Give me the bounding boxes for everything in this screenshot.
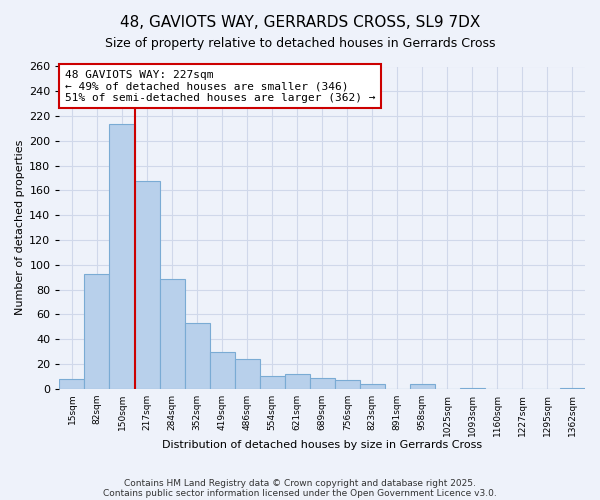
Text: 48 GAVIOTS WAY: 227sqm
← 49% of detached houses are smaller (346)
51% of semi-de: 48 GAVIOTS WAY: 227sqm ← 49% of detached… bbox=[65, 70, 375, 103]
X-axis label: Distribution of detached houses by size in Gerrards Cross: Distribution of detached houses by size … bbox=[162, 440, 482, 450]
Bar bbox=[109, 124, 134, 389]
Bar bbox=[85, 274, 109, 389]
Bar bbox=[260, 376, 284, 389]
Bar bbox=[160, 278, 185, 389]
Bar bbox=[209, 352, 235, 389]
Bar bbox=[410, 384, 435, 389]
Bar bbox=[59, 379, 85, 389]
Bar bbox=[360, 384, 385, 389]
Bar bbox=[335, 380, 360, 389]
Bar bbox=[284, 374, 310, 389]
Bar bbox=[235, 359, 260, 389]
Bar bbox=[560, 388, 585, 389]
Text: 48, GAVIOTS WAY, GERRARDS CROSS, SL9 7DX: 48, GAVIOTS WAY, GERRARDS CROSS, SL9 7DX bbox=[120, 15, 480, 30]
Bar bbox=[134, 180, 160, 389]
Bar bbox=[460, 388, 485, 389]
Y-axis label: Number of detached properties: Number of detached properties bbox=[15, 140, 25, 316]
Bar bbox=[310, 378, 335, 389]
Bar bbox=[185, 323, 209, 389]
Text: Size of property relative to detached houses in Gerrards Cross: Size of property relative to detached ho… bbox=[105, 38, 495, 51]
Text: Contains HM Land Registry data © Crown copyright and database right 2025.: Contains HM Land Registry data © Crown c… bbox=[124, 478, 476, 488]
Text: Contains public sector information licensed under the Open Government Licence v3: Contains public sector information licen… bbox=[103, 488, 497, 498]
